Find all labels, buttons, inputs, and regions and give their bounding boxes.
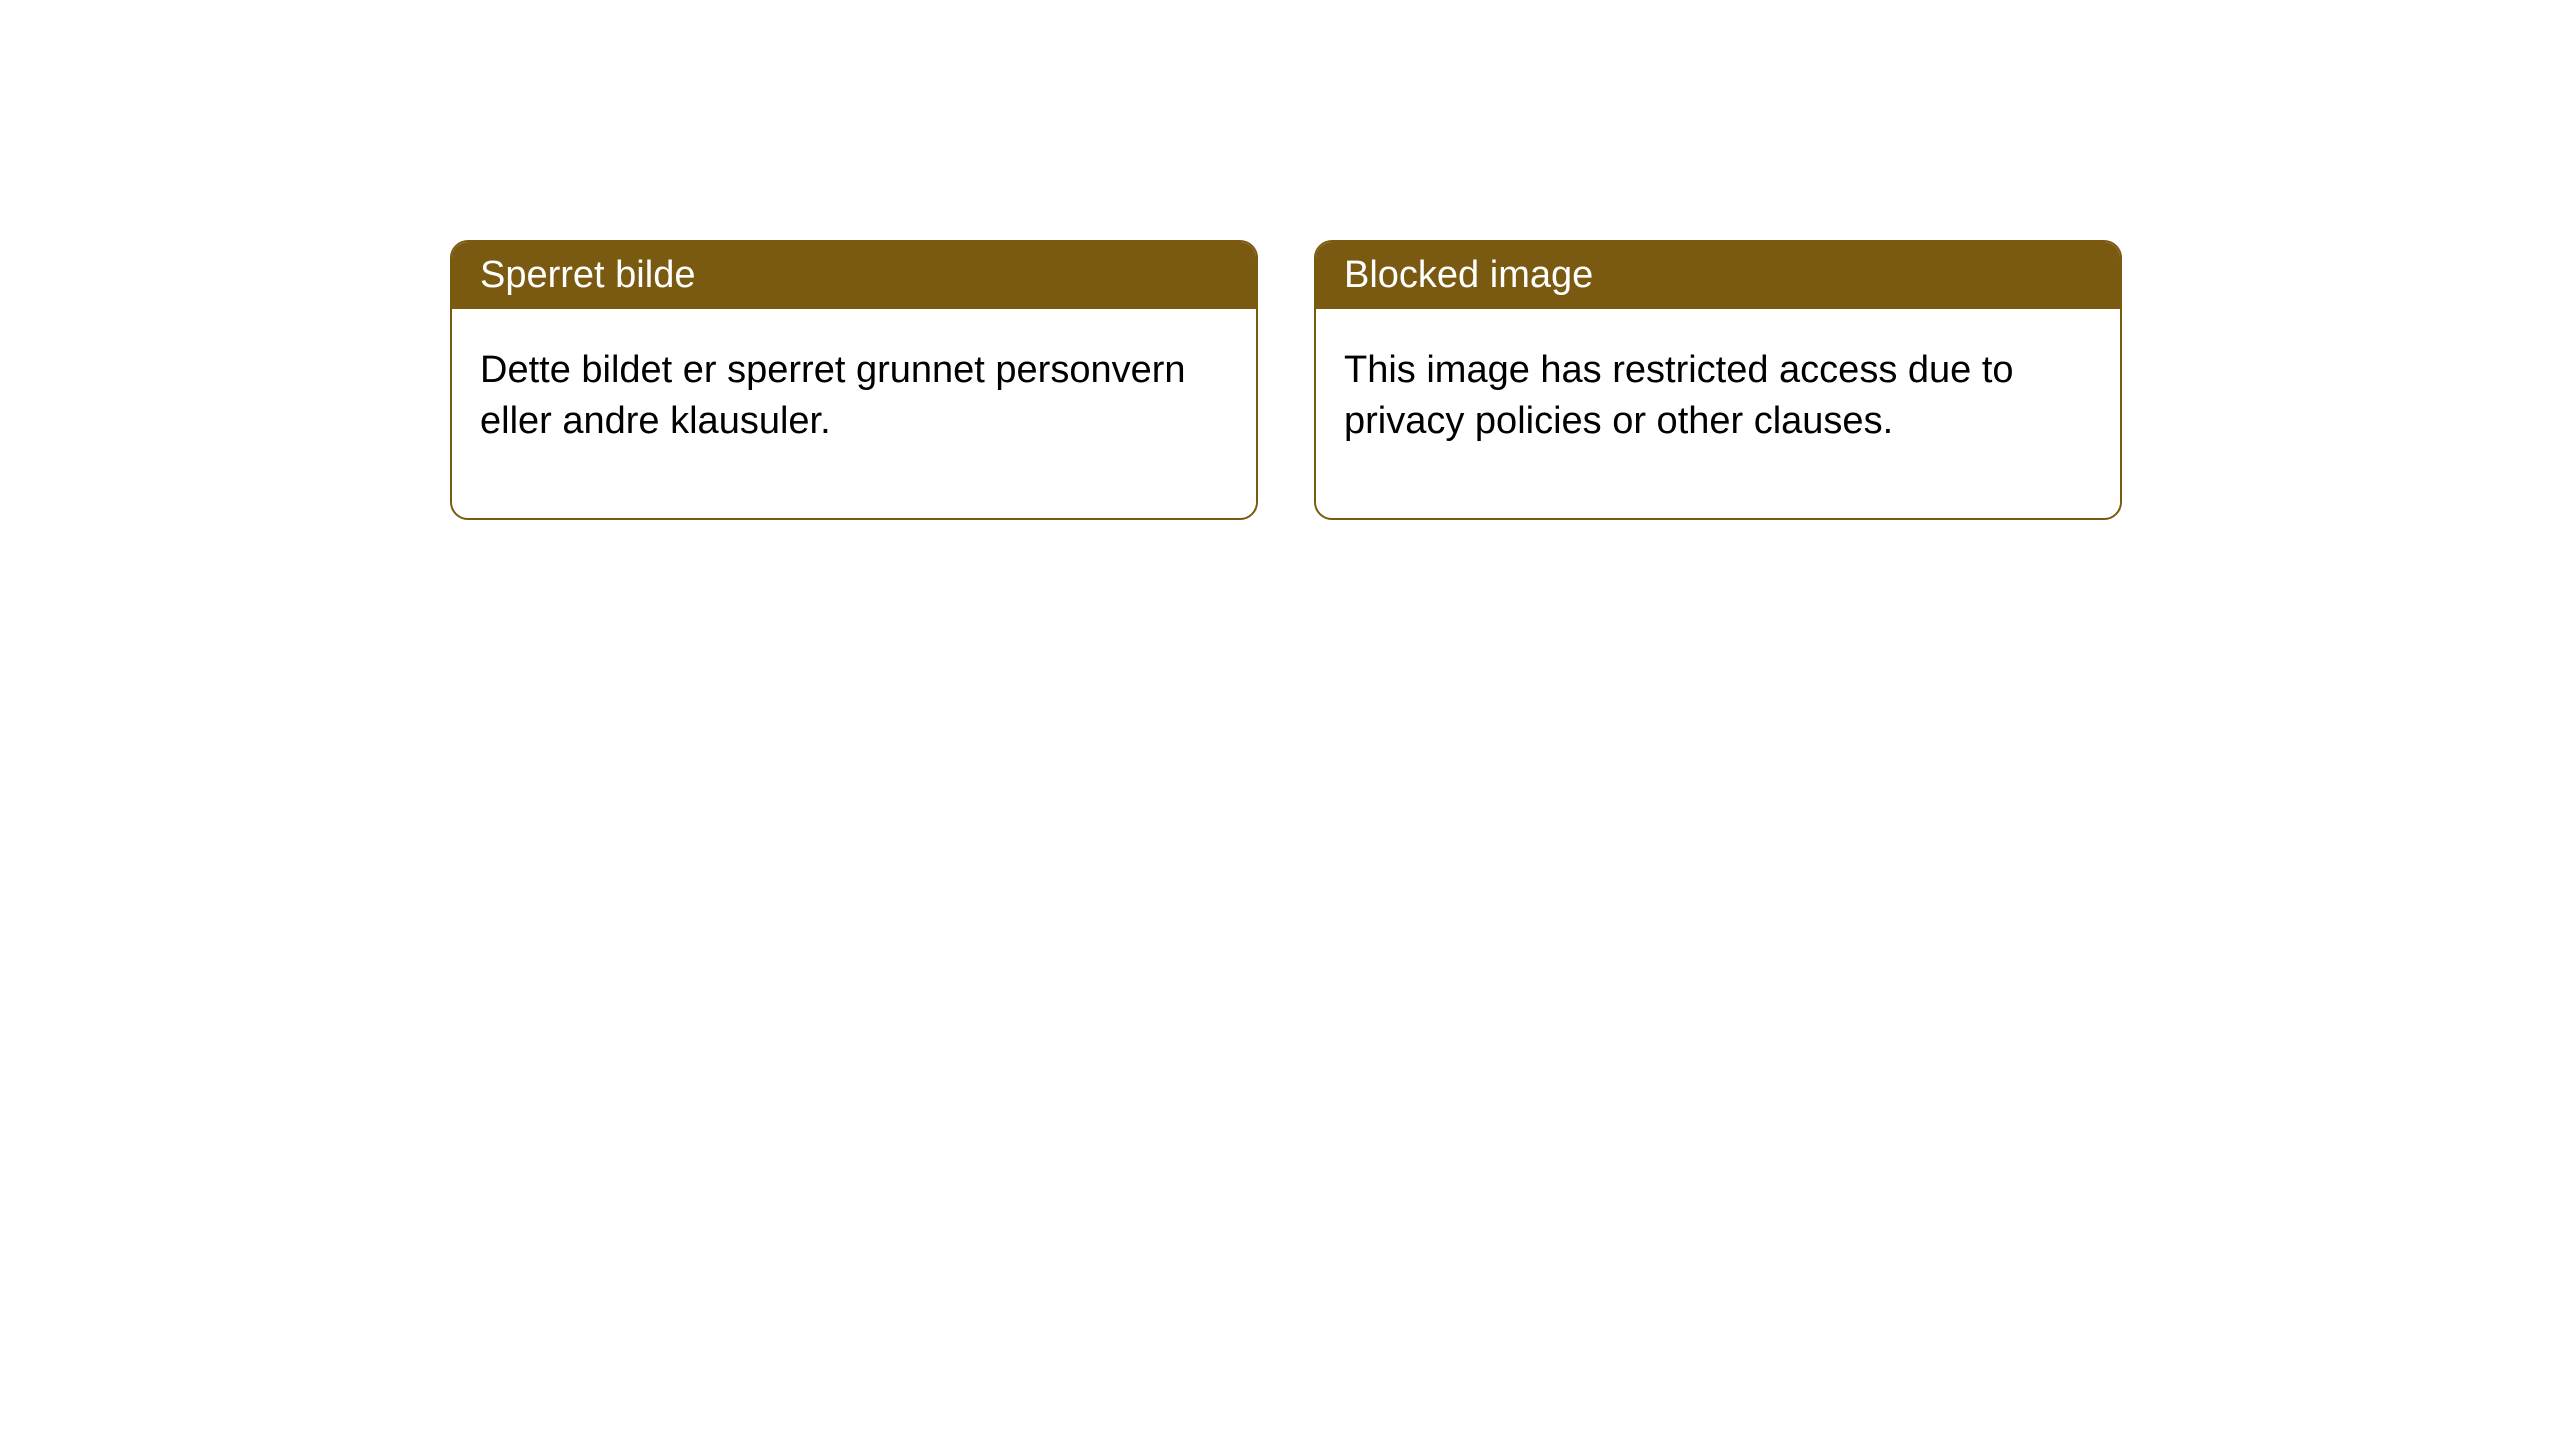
notice-title: Sperret bilde xyxy=(480,254,695,296)
notice-text: This image has restricted access due to … xyxy=(1344,349,2014,442)
notice-title: Blocked image xyxy=(1344,254,1593,296)
notice-header: Blocked image xyxy=(1316,242,2120,309)
notice-body: This image has restricted access due to … xyxy=(1316,309,2120,518)
notice-text: Dette bildet er sperret grunnet personve… xyxy=(480,349,1186,442)
notice-body: Dette bildet er sperret grunnet personve… xyxy=(452,309,1256,518)
notice-card-norwegian: Sperret bilde Dette bildet er sperret gr… xyxy=(450,240,1258,520)
notice-header: Sperret bilde xyxy=(452,242,1256,309)
notice-card-english: Blocked image This image has restricted … xyxy=(1314,240,2122,520)
notice-container: Sperret bilde Dette bildet er sperret gr… xyxy=(450,240,2122,520)
